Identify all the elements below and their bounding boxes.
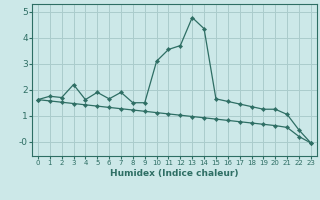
X-axis label: Humidex (Indice chaleur): Humidex (Indice chaleur): [110, 169, 239, 178]
